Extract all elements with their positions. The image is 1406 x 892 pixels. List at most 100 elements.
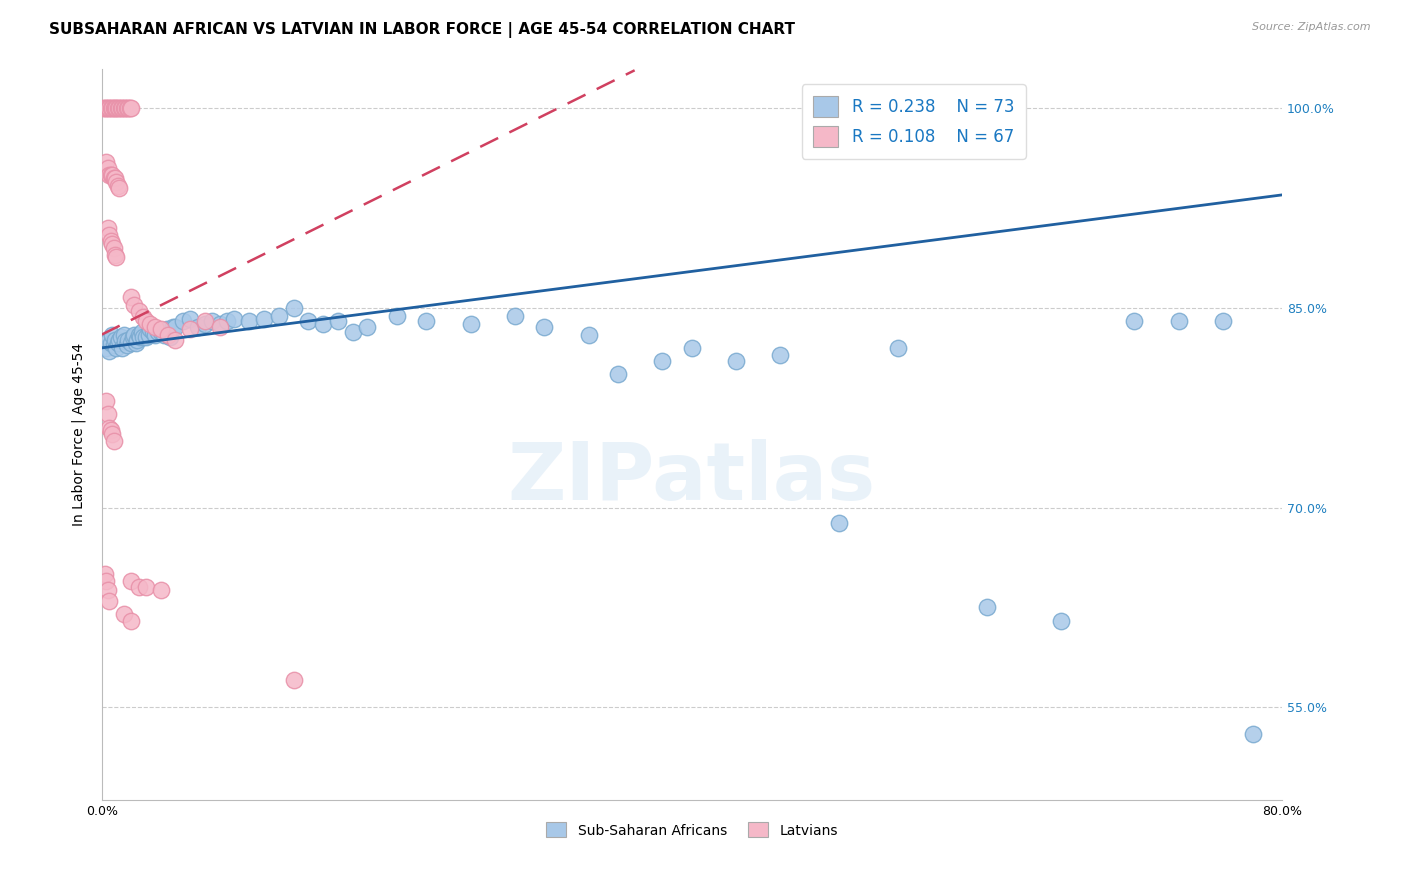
Point [103, 241, 125, 255]
Point [103, 102, 125, 116]
Point [112, 607, 135, 621]
Point [118, 102, 141, 116]
Point [503, 309, 526, 323]
Point [114, 334, 136, 349]
Point [238, 314, 260, 328]
Point [143, 327, 166, 342]
Point [122, 327, 145, 342]
Text: SUBSAHARAN AFRICAN VS LATVIAN IN LABOR FORCE | AGE 45-54 CORRELATION CHART: SUBSAHARAN AFRICAN VS LATVIAN IN LABOR F… [49, 22, 796, 38]
Point [94, 102, 117, 116]
Point [651, 354, 673, 368]
Point [101, 237, 124, 252]
Point [131, 325, 153, 339]
Point [208, 319, 231, 334]
Point [828, 516, 851, 531]
Point [120, 102, 142, 116]
Point [107, 178, 129, 193]
Point [91, 102, 114, 116]
Point [159, 330, 181, 344]
Point [179, 322, 201, 336]
Point [97, 221, 120, 235]
Point [101, 327, 124, 342]
Point [138, 327, 160, 342]
Point [283, 301, 305, 315]
Point [1049, 614, 1071, 628]
Point [100, 335, 122, 350]
Point [135, 330, 157, 344]
Point [128, 327, 150, 342]
Point [101, 168, 124, 182]
Point [94, 154, 117, 169]
Point [415, 314, 437, 328]
Point [108, 181, 131, 195]
Text: ZIPatlas: ZIPatlas [508, 439, 876, 517]
Point [114, 102, 136, 116]
Point [112, 102, 135, 116]
Point [110, 102, 132, 116]
Point [194, 317, 217, 331]
Point [105, 341, 128, 355]
Point [129, 330, 152, 344]
Point [97, 102, 120, 116]
Point [725, 354, 748, 368]
Point [267, 309, 290, 323]
Point [98, 420, 121, 434]
Point [135, 314, 157, 328]
Point [97, 334, 120, 349]
Point [217, 314, 239, 328]
Point [117, 333, 139, 347]
Point [98, 593, 121, 607]
Point [172, 314, 194, 328]
Point [224, 311, 246, 326]
Point [1167, 314, 1189, 328]
Point [98, 168, 121, 182]
Point [127, 333, 149, 347]
Point [120, 614, 142, 628]
Point [103, 338, 125, 352]
Point [156, 322, 179, 336]
Point [1241, 727, 1264, 741]
Point [101, 427, 124, 442]
Point [100, 102, 122, 116]
Point [100, 235, 122, 249]
Point [103, 434, 125, 448]
Point [132, 330, 155, 344]
Point [100, 168, 122, 182]
Point [460, 317, 482, 331]
Point [94, 341, 117, 355]
Point [187, 319, 209, 334]
Point [201, 314, 224, 328]
Text: Source: ZipAtlas.com: Source: ZipAtlas.com [1253, 22, 1371, 32]
Point [111, 341, 134, 355]
Point [208, 317, 231, 331]
Point [976, 600, 998, 615]
Point [94, 574, 117, 588]
Point [128, 580, 150, 594]
Point [122, 298, 145, 312]
Point [142, 325, 165, 339]
Point [97, 582, 120, 597]
Point [165, 333, 187, 347]
Point [149, 322, 172, 336]
Point [132, 310, 155, 325]
Point [179, 311, 201, 326]
Point [139, 317, 162, 331]
Point [326, 314, 349, 328]
Legend: Sub-Saharan Africans, Latvians: Sub-Saharan Africans, Latvians [538, 815, 845, 845]
Point [120, 574, 142, 588]
Point [143, 319, 166, 334]
Point [146, 325, 169, 339]
Point [104, 102, 127, 116]
Point [297, 314, 319, 328]
Point [108, 102, 131, 116]
Point [124, 335, 146, 350]
Point [115, 102, 138, 116]
Point [104, 333, 127, 347]
Point [98, 102, 121, 116]
Point [104, 248, 127, 262]
Point [342, 325, 364, 339]
Point [101, 102, 124, 116]
Point [97, 408, 120, 422]
Point [98, 227, 121, 242]
Y-axis label: In Labor Force | Age 45-54: In Labor Force | Age 45-54 [72, 343, 86, 526]
